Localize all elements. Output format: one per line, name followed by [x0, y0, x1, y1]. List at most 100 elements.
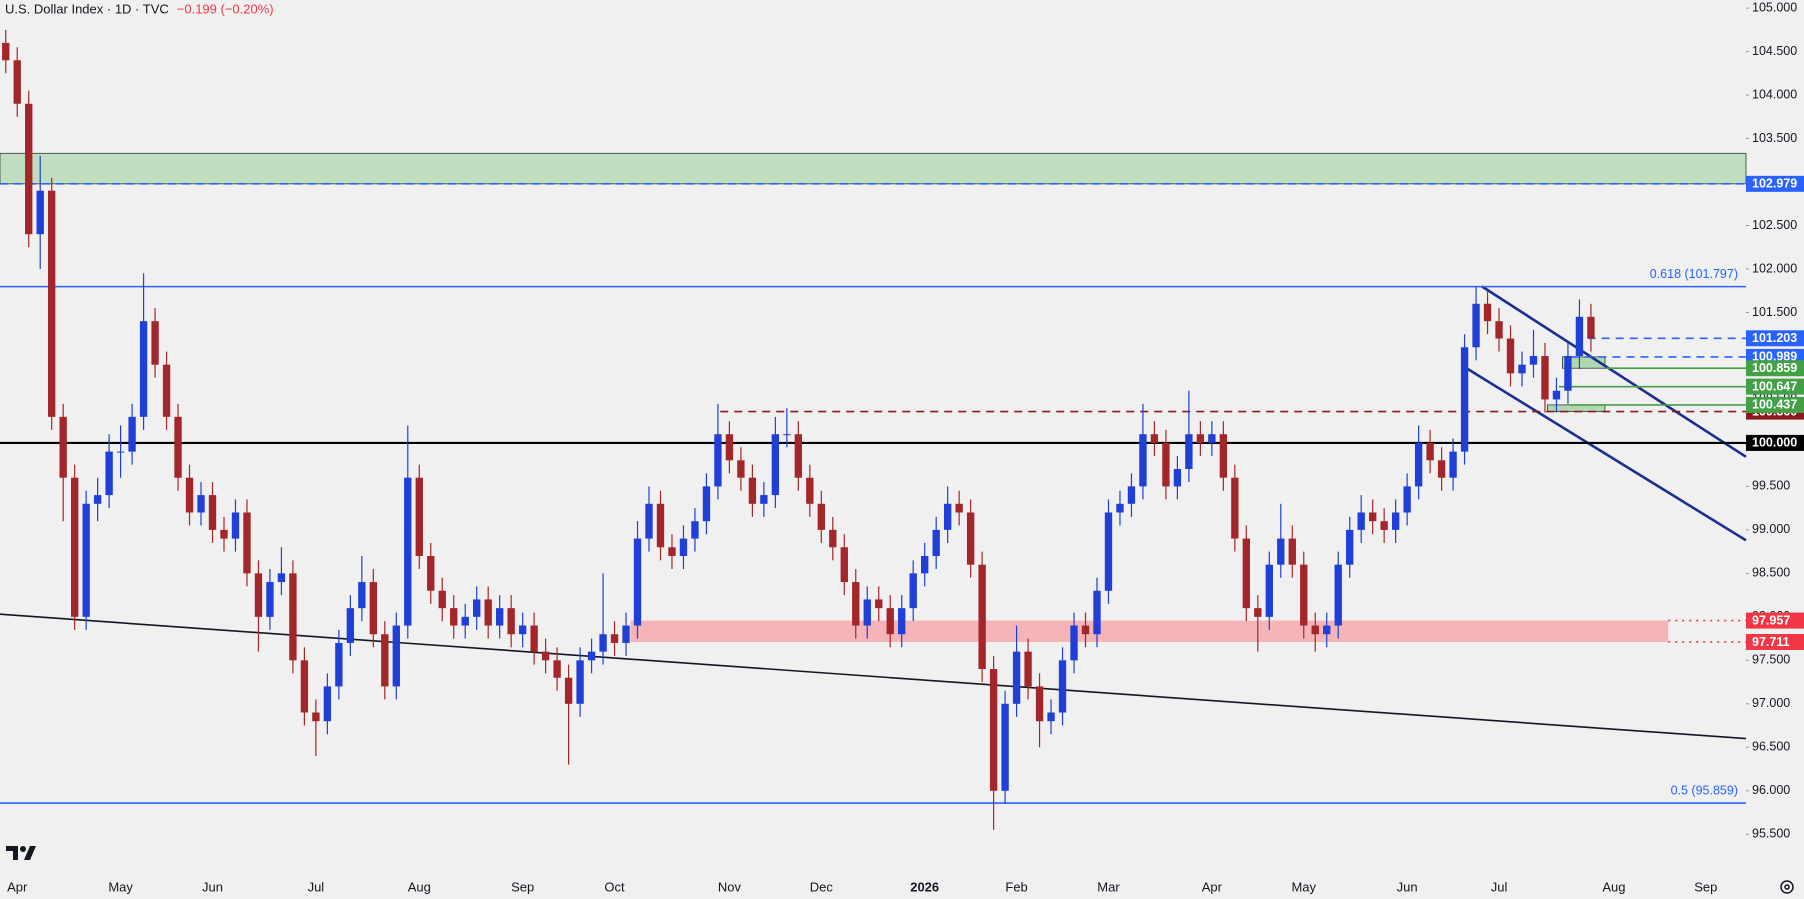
candle-body	[817, 503, 825, 530]
candle-body	[1070, 625, 1078, 661]
y-tick-label: 102.000	[1752, 261, 1797, 275]
candle-body	[668, 547, 676, 556]
candle-body	[438, 590, 446, 609]
candle-body	[427, 555, 435, 591]
candle-body	[1116, 503, 1124, 513]
candle-body	[1173, 469, 1182, 487]
candle-body	[450, 608, 458, 626]
candle-body	[1506, 338, 1515, 374]
price-label-box	[1746, 633, 1804, 650]
candles	[2, 29, 1595, 830]
fib-label: 0.618 (101.797)	[1650, 267, 1738, 281]
candle-body	[1277, 538, 1285, 565]
candle-body	[369, 582, 377, 635]
candle-body	[943, 503, 952, 530]
y-tick-label: 103.500	[1752, 131, 1797, 145]
candle-body	[1346, 529, 1354, 565]
candle-body	[70, 477, 79, 617]
x-tick-label: Jul	[1491, 879, 1508, 894]
candle-body	[1472, 303, 1480, 348]
price-label: 100.859	[1752, 361, 1797, 375]
candle-body	[461, 616, 469, 626]
price-label-box	[1746, 175, 1804, 192]
candle-body	[829, 529, 837, 548]
candle-body	[932, 529, 940, 556]
x-tick-label: May	[108, 879, 133, 894]
candle-body	[36, 190, 44, 235]
zone	[0, 152, 1747, 185]
candle-body	[507, 608, 515, 635]
x-tick-label: Apr	[1202, 879, 1223, 894]
candle-body	[737, 460, 745, 478]
candle-body	[358, 582, 366, 609]
candle-body	[530, 625, 538, 652]
x-tick-label: Oct	[604, 879, 625, 894]
candle-body	[346, 608, 355, 643]
candle-body	[208, 495, 217, 530]
candle-body	[978, 564, 986, 670]
candle-body	[496, 608, 504, 626]
candle-body	[2, 42, 10, 61]
candle-body	[1162, 442, 1170, 487]
candle-body	[1047, 712, 1055, 722]
price-label: 97.957	[1752, 613, 1790, 627]
y-tick-label: 97.000	[1752, 696, 1790, 710]
price-change: −0.199 (−0.20%)	[177, 1, 274, 16]
candle-body	[13, 60, 21, 104]
candle-body	[1058, 660, 1067, 713]
candle-body	[1208, 434, 1216, 443]
candle-body	[989, 669, 998, 791]
candle-body	[610, 634, 619, 643]
candle-body	[966, 512, 975, 565]
candle-body	[197, 495, 205, 513]
y-tick-label: 102.500	[1752, 218, 1797, 232]
candle-body	[116, 451, 125, 453]
candle-body	[1564, 355, 1572, 391]
candle-body	[1300, 564, 1308, 626]
price-label: 101.203	[1752, 331, 1797, 345]
trendline	[1481, 285, 1747, 458]
x-tick-label: Feb	[1005, 879, 1027, 894]
candle-body	[1093, 590, 1101, 635]
candle-body	[1460, 347, 1469, 452]
y-tick-label: 98.500	[1752, 566, 1790, 580]
candle-body	[1369, 512, 1377, 522]
price-label: 97.711	[1752, 635, 1790, 649]
y-tick-label: 99.500	[1752, 479, 1790, 493]
candle-body	[599, 634, 607, 652]
y-tick-label: 95.500	[1752, 827, 1790, 841]
candle-body	[886, 608, 894, 635]
candle-body	[231, 512, 240, 539]
fib-label: 0.5 (95.859)	[1671, 783, 1738, 797]
candle-body	[484, 599, 492, 626]
candle-body	[622, 625, 630, 643]
candle-body	[335, 642, 343, 687]
candle-body	[59, 416, 67, 478]
candle-body	[1334, 564, 1342, 626]
candle-body	[725, 434, 734, 461]
candle-body	[576, 660, 584, 704]
candle-body	[415, 477, 423, 556]
candle-body	[1127, 486, 1136, 504]
candle-body	[1437, 460, 1446, 478]
candle-body	[185, 477, 194, 513]
settings-icon[interactable]	[1780, 880, 1794, 894]
candle-body	[955, 503, 963, 513]
axis: 105.000104.500104.000103.500103.000102.5…	[7, 0, 1804, 894]
candle-body	[679, 538, 688, 556]
x-tick-label: Aug	[408, 879, 431, 894]
candle-body	[48, 190, 56, 417]
x-tick-label: Nov	[718, 879, 742, 894]
candle-body	[1081, 625, 1090, 635]
lines: 0.618 (101.797) 0.5 (95.859)	[0, 183, 1747, 804]
y-tick-label: 101.500	[1752, 305, 1797, 319]
zone	[1561, 356, 1606, 369]
x-tick-label: Sep	[1694, 879, 1717, 894]
candle-body	[323, 686, 332, 722]
candle-body	[392, 625, 400, 687]
candle-body	[1219, 434, 1228, 478]
candle-body	[1139, 434, 1147, 487]
candle-body	[105, 451, 113, 496]
price-label-box	[1746, 360, 1804, 377]
candle-body	[702, 486, 711, 522]
